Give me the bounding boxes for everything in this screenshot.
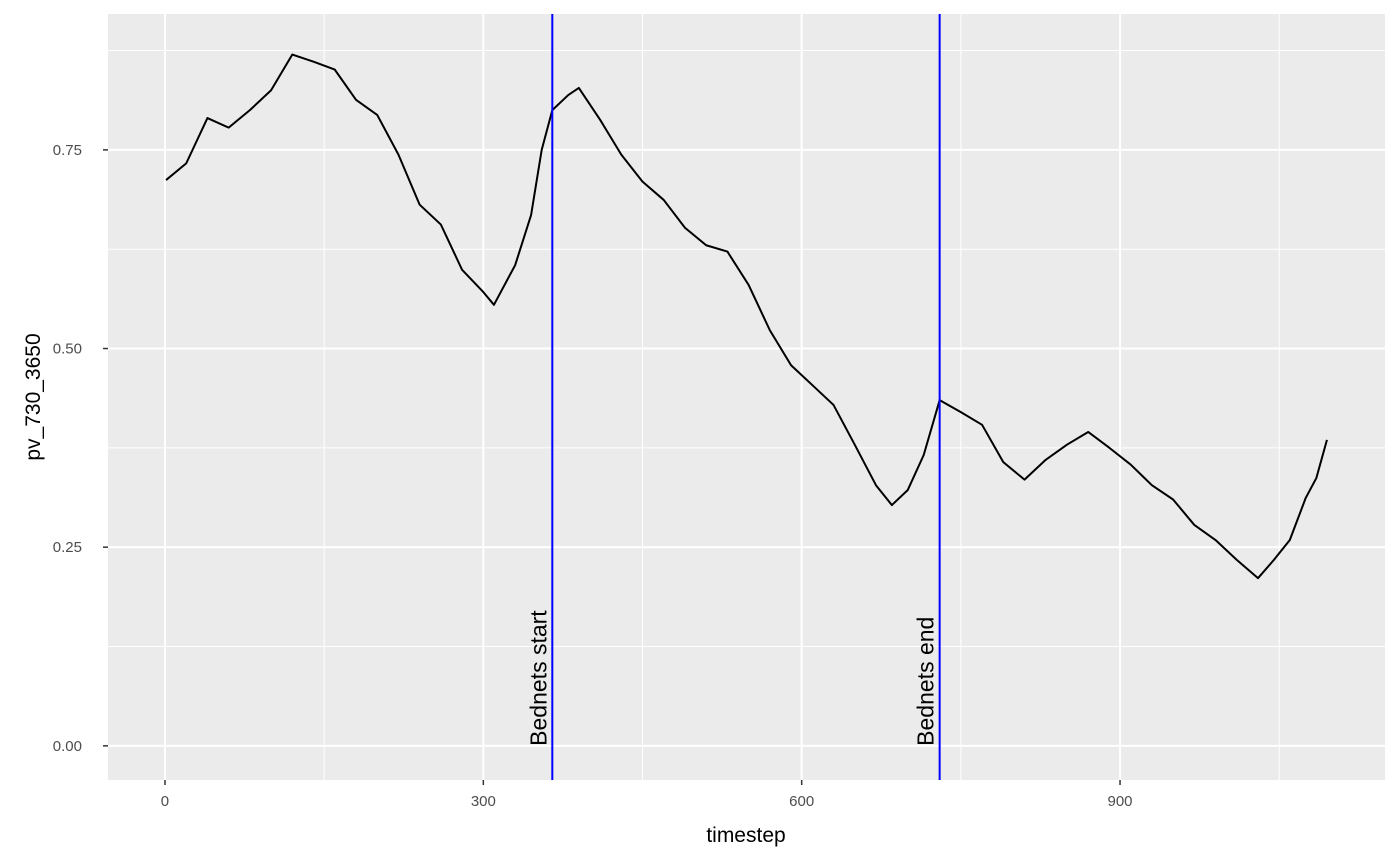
reference-label: Bednets end [913,617,939,746]
x-tick-label: 900 [1108,793,1133,810]
data-line [165,53,1328,580]
y-tick-label: 0.50 [53,341,82,358]
y-axis-title: pv_730_3650 [22,333,45,460]
panel [108,14,1385,780]
reference-label: Bednets start [525,610,551,746]
x-tick-label: 300 [471,793,496,810]
y-tick-label: 0.00 [53,738,82,755]
y-tick-label: 0.25 [53,539,82,556]
x-axis-title: timestep [706,824,785,847]
x-tick-label: 600 [789,793,814,810]
y-tick-label: 0.75 [53,142,82,159]
x-tick-label: 0 [161,793,169,810]
